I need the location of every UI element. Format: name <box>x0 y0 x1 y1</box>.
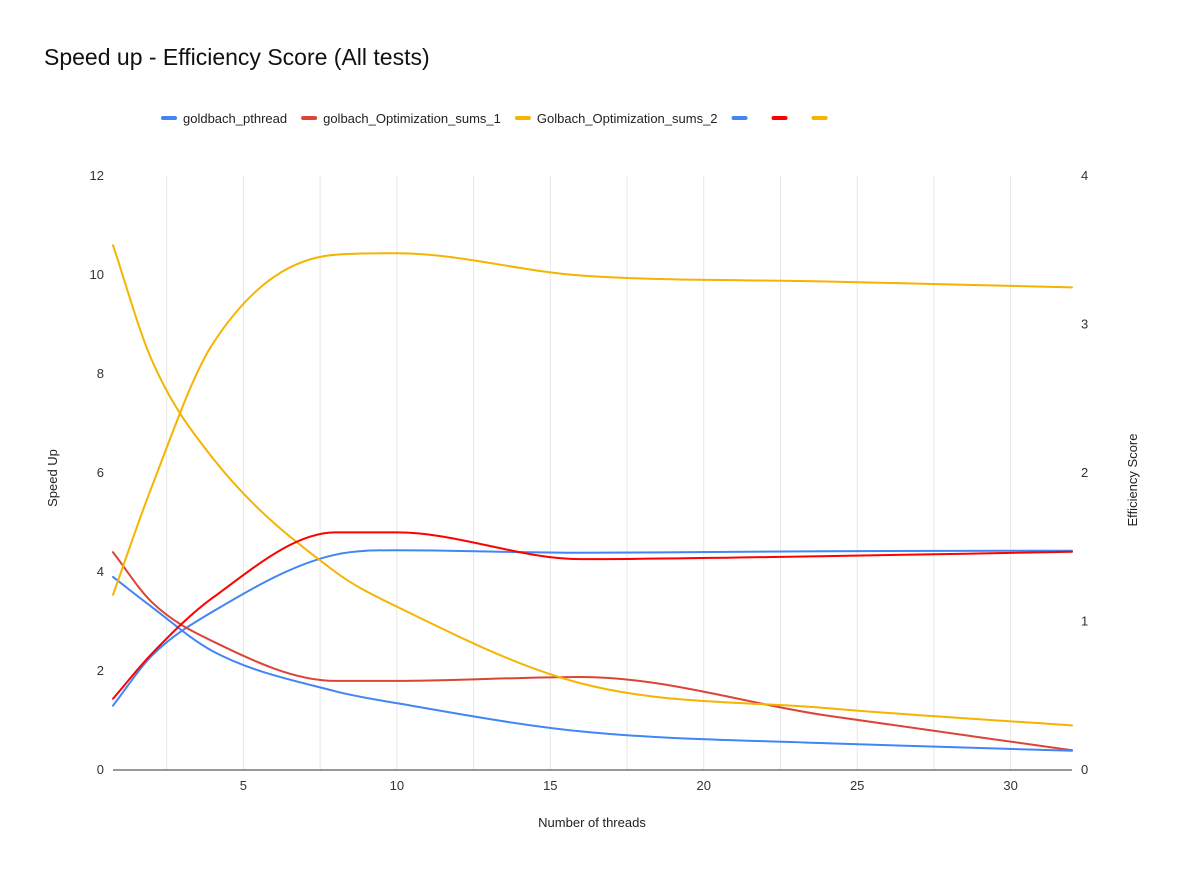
y-axis-title-right: Efficiency Score <box>1125 434 1140 527</box>
grid-layer <box>166 176 1012 770</box>
series-line-6 <box>112 252 1073 596</box>
legend: goldbach_pthread golbach_Optimization_sum… <box>161 111 828 126</box>
series-line-2 <box>112 551 1073 752</box>
x-tick-label: 30 <box>1003 778 1017 793</box>
y-right-tick-label: 3 <box>1081 317 1088 332</box>
y-left-tick-label: 4 <box>97 564 104 579</box>
series-line-3 <box>112 244 1073 727</box>
x-tick-label: 5 <box>240 778 247 793</box>
y-right-tick-label: 2 <box>1081 465 1088 480</box>
series-line-4 <box>112 575 1073 752</box>
y-left-tick-label: 12 <box>90 168 104 183</box>
x-tick-label: 25 <box>850 778 864 793</box>
series-line-5 <box>112 531 1073 700</box>
y-left-tick-label: 0 <box>97 762 104 777</box>
x-tick-label: 15 <box>543 778 557 793</box>
x-tick-label: 20 <box>697 778 711 793</box>
legend-label-2: golbach_Optimization_sums_1 <box>323 111 501 126</box>
y-right-tick-label: 1 <box>1081 614 1088 629</box>
y-right-tick-label: 0 <box>1081 762 1088 777</box>
y-axis-title-left: Speed Up <box>45 449 60 507</box>
y-left-tick-label: 2 <box>97 663 104 678</box>
series-layer <box>112 244 1073 752</box>
y-left-tick-label: 8 <box>97 366 104 381</box>
y-right-tick-label: 4 <box>1081 168 1088 183</box>
series-line-1 <box>112 549 1073 707</box>
legend-label-3: Golbach_Optimization_sums_2 <box>537 111 718 126</box>
y-left-tick-label: 10 <box>90 267 104 282</box>
y-left-tick-label: 6 <box>97 465 104 480</box>
legend-label-1: goldbach_pthread <box>183 111 287 126</box>
chart-title: Speed up - Efficiency Score (All tests) <box>44 44 430 70</box>
x-axis-title: Number of threads <box>538 815 646 830</box>
x-tick-label: 10 <box>390 778 404 793</box>
